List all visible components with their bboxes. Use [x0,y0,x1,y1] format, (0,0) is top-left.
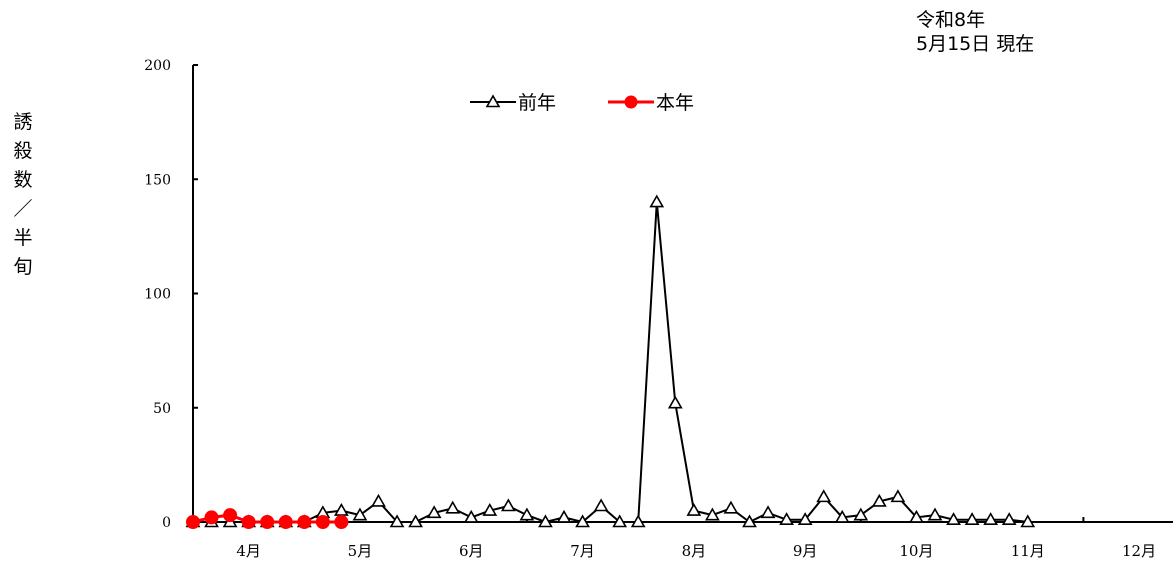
data-point [315,515,330,529]
legend-item-previous-year: 前年 [470,92,556,114]
data-point [519,507,535,521]
data-point [1001,512,1017,526]
data-point [649,194,665,208]
data-point [297,515,312,529]
data-point [204,510,219,525]
x-tick-label: 4月 [236,542,261,560]
legend-item-current-year: 本年 [608,92,694,114]
data-point [871,493,887,507]
data-point [1020,514,1036,528]
data-point [556,509,572,523]
x-tick-label: 7月 [570,542,595,560]
y-axis-label-char: 数 [13,169,33,191]
data-point [408,514,423,528]
data-point [909,509,924,523]
data-point [723,500,739,514]
x-tick-label: 6月 [459,542,484,560]
y-tick-label: 200 [144,58,171,74]
data-point [779,512,794,526]
data-point [389,514,405,528]
legend-marker [624,95,638,109]
axes: 0 50 100 150 200 4月 5月 6月 7月 8月 9月 10月 11月 12月 [144,58,1173,560]
data-point [593,498,609,512]
y-tick-label: 150 [144,172,171,188]
data-point [686,502,702,516]
x-tick-label: 9月 [793,542,818,560]
data-point [834,509,850,523]
y-axis-label-char: 誘 [13,111,33,133]
series-line [193,201,1028,523]
data-point [500,498,516,512]
y-axis-label-char: 半 [13,227,33,249]
x-tick-label: 12月 [1122,542,1156,560]
data-point [705,507,720,521]
data-point [890,489,906,503]
y-tick-label: 0 [162,515,171,531]
y-axis-label-char: 殺 [13,140,33,162]
data-point [612,514,628,528]
legend-marker [485,94,501,108]
data-point [927,507,943,521]
legend-label: 本年 [656,92,694,114]
data-point [482,502,498,516]
series-layer [185,194,1036,529]
data-point [334,515,349,529]
date-block: 令和8年 5月15日 現在 [916,8,1034,56]
data-point [445,500,461,514]
data-point [334,502,349,516]
y-tick-label: 100 [144,287,171,303]
y-axis-label: 誘殺数 ／ 半旬 [8,108,38,282]
date-current: 5月15日 現在 [916,33,1035,55]
data-point [760,505,776,519]
x-tick-label: 10月 [899,542,933,560]
series-current-year [186,508,349,529]
data-point [964,512,980,526]
data-point [742,514,757,528]
y-axis-label-char: 旬 [13,256,33,278]
data-point [371,493,386,507]
data-point [983,512,999,526]
data-point [853,507,869,521]
legend-label: 前年 [518,92,556,114]
data-point [816,489,832,503]
y-tick-label: 50 [153,401,171,417]
x-tick-label: 11月 [1011,542,1045,560]
y-axis-label-char: ／ [13,198,33,220]
x-tick-label: 8月 [682,542,707,560]
legend: 前年 本年 [470,92,694,114]
data-point [223,508,238,523]
data-point [426,505,442,519]
data-point [352,507,368,521]
data-point [278,515,293,529]
data-point [797,512,813,526]
data-point [575,514,590,528]
data-point [946,512,961,526]
data-point [463,509,479,523]
data-point [630,514,646,528]
series-previous-year [185,194,1036,528]
data-point [241,515,256,529]
x-tick-label: 5月 [348,542,373,560]
data-point [186,515,200,529]
data-point [538,514,553,528]
data-point [667,395,683,409]
date-year: 令和8年 [916,9,986,31]
data-point [260,515,275,529]
